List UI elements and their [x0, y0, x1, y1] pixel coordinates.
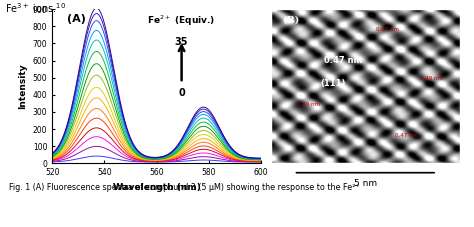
Text: 0.47 nm: 0.47 nm: [376, 27, 400, 32]
Text: (111): (111): [320, 79, 346, 88]
Y-axis label: Intensity: Intensity: [18, 64, 27, 109]
Text: 0: 0: [178, 88, 185, 98]
Text: 0.47 nm: 0.47 nm: [395, 133, 419, 138]
Text: 0.49 nm: 0.49 nm: [297, 102, 320, 107]
X-axis label: Wavelength (nm): Wavelength (nm): [113, 183, 201, 192]
Text: 0.49 nm: 0.49 nm: [420, 76, 443, 81]
Text: 5 nm: 5 nm: [354, 179, 377, 188]
Text: (B): (B): [282, 15, 300, 24]
Text: 0.47 nm: 0.47 nm: [324, 56, 362, 65]
Text: (A): (A): [67, 14, 86, 24]
Text: Fe$^{3+}$ ions.$^{10}$: Fe$^{3+}$ ions.$^{10}$: [5, 1, 66, 15]
Text: Fe$^{2+}$ (Equiv.): Fe$^{2+}$ (Equiv.): [147, 14, 216, 28]
Text: Fig. 1 (A) Fluorescence spectra of compound 3 (5 μM) showing the response to the: Fig. 1 (A) Fluorescence spectra of compo…: [9, 183, 360, 192]
Text: 35: 35: [175, 37, 188, 47]
